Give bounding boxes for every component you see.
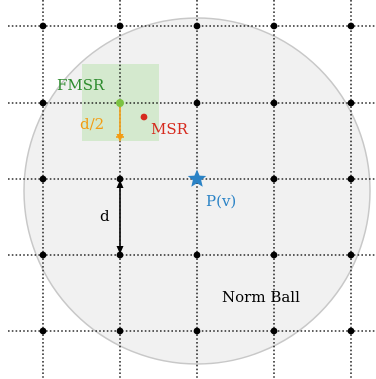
distance-arrow	[116, 180, 124, 254]
grid-point	[270, 251, 278, 259]
grid-point	[270, 22, 278, 30]
grid-point	[193, 99, 201, 107]
grid-point	[347, 22, 355, 30]
msr-point	[140, 113, 148, 121]
grid-point	[270, 175, 278, 183]
projection-star-icon	[187, 169, 207, 187]
grid-point	[347, 99, 355, 107]
grid-point	[116, 22, 124, 30]
grid-point	[193, 22, 201, 30]
half-distance-label: d/2	[80, 115, 104, 133]
grid-point	[39, 327, 47, 335]
grid-point	[39, 99, 47, 107]
projection-label: P(v)	[206, 192, 236, 210]
grid-point	[347, 251, 355, 259]
grid-point	[116, 251, 124, 259]
grid-point	[39, 251, 47, 259]
norm-ball-label: Norm Ball	[222, 288, 300, 306]
fmsr-label: FMSR	[57, 76, 105, 94]
msr-label: MSR	[151, 120, 189, 138]
fmsr-point	[116, 99, 124, 107]
grid-point	[39, 175, 47, 183]
grid-point	[347, 327, 355, 335]
grid-points	[39, 22, 355, 335]
grid-point	[193, 327, 201, 335]
distance-label: d	[100, 207, 110, 225]
grid-point	[39, 22, 47, 30]
grid-point	[270, 99, 278, 107]
grid-lines	[8, 0, 376, 379]
grid-point	[193, 251, 201, 259]
grid-point	[116, 327, 124, 335]
grid-point	[116, 175, 124, 183]
grid-point	[347, 175, 355, 183]
grid-point	[270, 327, 278, 335]
half-distance-arrow	[116, 106, 124, 142]
